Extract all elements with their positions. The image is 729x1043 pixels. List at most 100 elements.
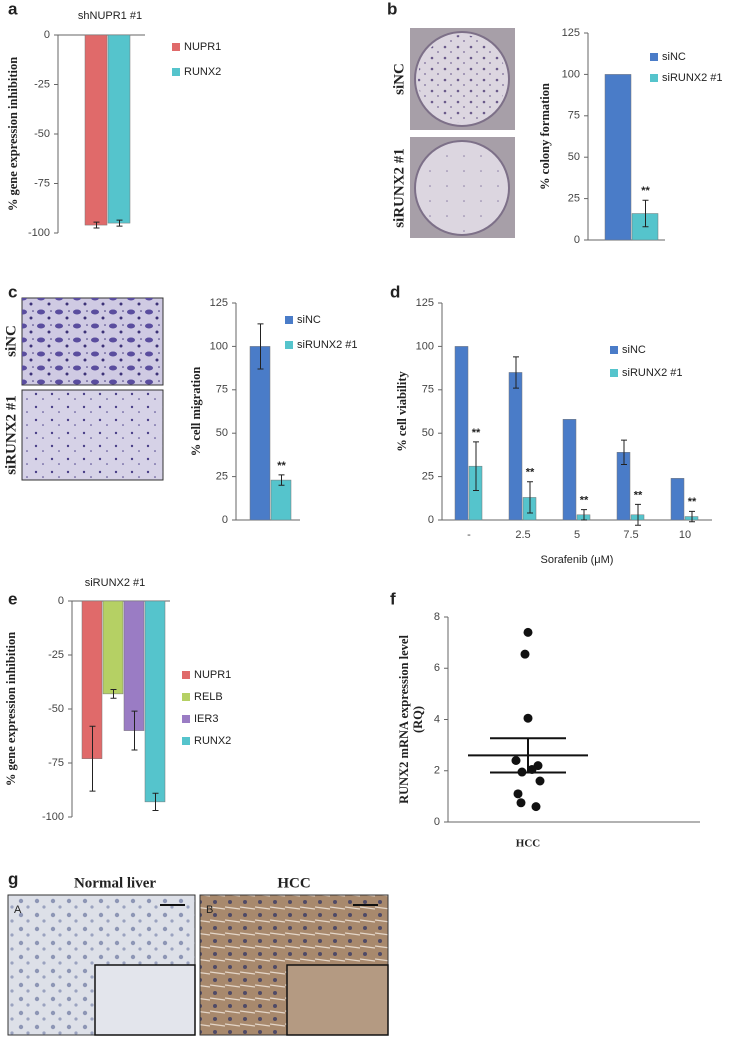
y-tick-label: -75: [34, 177, 50, 189]
y-tick-label: 125: [416, 297, 434, 309]
legend-swatch: [285, 341, 293, 349]
legend-swatch: [610, 369, 618, 377]
bar: [454, 346, 469, 521]
x-tick-label: -: [467, 529, 471, 541]
chart-title: siRUNX2 #1: [85, 577, 146, 589]
y-tick-label: 0: [58, 595, 64, 607]
y-tick-label: 25: [568, 193, 580, 205]
significance: **: [641, 185, 650, 197]
error-bar: [621, 439, 627, 465]
y-tick-label: 6: [434, 662, 440, 674]
y-tick-label: -25: [34, 78, 50, 90]
error-bar: [89, 725, 96, 792]
y-axis-label: % gene expression inhibition: [4, 632, 18, 786]
image-label: A: [14, 904, 22, 916]
legend-label: RUNX2: [194, 735, 231, 747]
error-bar: [116, 219, 123, 227]
significance: **: [580, 494, 589, 506]
y-axis-label: % cell viability: [395, 370, 409, 451]
error-bar: [131, 710, 138, 751]
bar: [508, 372, 523, 521]
bar: [604, 74, 632, 241]
image-label: siRUNX2 #1: [3, 395, 19, 475]
legend-label: IER3: [194, 713, 218, 725]
legend-label: RELB: [194, 691, 223, 703]
bar: [144, 600, 166, 803]
y-tick-label: -100: [42, 811, 64, 823]
point: [513, 789, 523, 799]
y-tick-label: -25: [48, 649, 64, 661]
legend-swatch: [610, 346, 618, 354]
error-bar: [513, 356, 519, 389]
point: [523, 627, 533, 637]
panel-label: f: [390, 589, 396, 608]
inset: [94, 964, 196, 1036]
y-tick-label: 100: [562, 68, 580, 80]
colony-images: siNC siRUNX2 #1: [391, 28, 515, 238]
bar: [84, 34, 108, 226]
image-label: siRUNX2 #1: [391, 148, 407, 228]
legend-label: siRUNX2 #1: [622, 367, 683, 379]
y-axis-label: % cell migration: [189, 367, 203, 457]
bar: [670, 478, 685, 521]
panel-label: b: [387, 0, 397, 18]
error-bar: [642, 199, 649, 228]
error-bar: [581, 509, 587, 521]
legend-label: siRUNX2 #1: [662, 72, 723, 84]
significance: **: [634, 489, 643, 501]
legend-swatch: [182, 671, 190, 679]
x-tick-label: 7.5: [623, 529, 638, 541]
bar: [107, 34, 131, 224]
bar: [249, 346, 271, 521]
legend-label: siRUNX2 #1: [297, 339, 358, 351]
panel-label: g: [8, 869, 18, 888]
x-tick-label: 10: [679, 529, 691, 541]
cells: [22, 390, 163, 480]
bar: [270, 479, 292, 521]
legend-swatch: [285, 316, 293, 324]
legend-label: NUPR1: [194, 669, 231, 681]
bar: [562, 419, 577, 521]
legend-swatch: [650, 74, 658, 82]
significance: **: [688, 496, 697, 508]
significance: **: [472, 427, 481, 439]
x-axis-label: Sorafenib (μM): [541, 554, 614, 566]
point: [517, 767, 527, 777]
image-title: Normal liver: [74, 875, 156, 891]
y-tick-label: 0: [44, 29, 50, 41]
cells: [22, 298, 163, 385]
colonies: [418, 35, 506, 123]
legend-label: siNC: [297, 314, 321, 326]
error-bar: [152, 792, 159, 812]
legend-swatch: [172, 43, 180, 51]
y-axis-label: RUNX2 mRNA expression level: [397, 635, 411, 804]
y-tick-label: 4: [434, 713, 440, 725]
y-tick-label: 75: [568, 110, 580, 122]
y-tick-label: 125: [562, 27, 580, 39]
legend-swatch: [650, 53, 658, 61]
panel-label: d: [390, 282, 400, 301]
chart-title: shNUPR1 #1: [78, 10, 142, 22]
y-tick-label: -100: [28, 227, 50, 239]
y-axis-label: % colony formation: [538, 83, 552, 190]
y-tick-label: 125: [210, 297, 228, 309]
migration-images: siNC siRUNX2 #1: [3, 297, 164, 481]
legend-swatch: [182, 737, 190, 745]
legend-label: siNC: [662, 51, 686, 63]
y-tick-label: 8: [434, 611, 440, 623]
histology: g Normal liver HCC A B: [7, 869, 389, 1036]
y-tick-label: 25: [422, 471, 434, 483]
y-tick-label: 0: [222, 514, 228, 526]
point: [531, 802, 541, 812]
x-tick-label: 2.5: [515, 529, 530, 541]
colonies: [418, 144, 506, 232]
panel-label: c: [8, 282, 17, 301]
image-label: siNC: [3, 325, 19, 357]
error-bar: [93, 221, 100, 229]
panel-label: e: [8, 589, 17, 608]
y-tick-label: -50: [48, 703, 64, 715]
y-tick-label: 75: [422, 384, 434, 396]
point: [523, 713, 533, 723]
y-tick-label: 100: [210, 340, 228, 352]
legend-swatch: [182, 715, 190, 723]
